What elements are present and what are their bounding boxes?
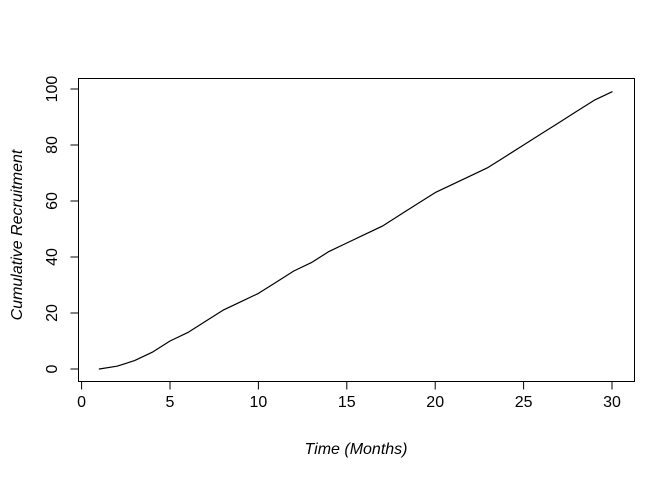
y-tick-label: 40 (44, 248, 61, 266)
y-tick-label: 0 (44, 364, 61, 373)
x-axis-title: Time (Months) (304, 441, 408, 458)
y-tick-label: 80 (44, 136, 61, 154)
y-axis-title: Cumulative Recruitment (9, 149, 26, 321)
x-tick-label: 30 (603, 394, 621, 411)
x-tick-label: 20 (426, 394, 444, 411)
x-tick-label: 0 (77, 394, 86, 411)
x-tick-label: 25 (515, 394, 533, 411)
x-tick-label: 15 (338, 394, 356, 411)
y-tick-label: 20 (44, 304, 61, 322)
x-tick-label: 5 (166, 394, 175, 411)
plot-box (78, 78, 635, 382)
y-tick-label: 60 (44, 192, 61, 210)
recruitment-line (98, 91, 613, 370)
x-tick-label: 10 (250, 394, 268, 411)
y-tick-label: 100 (44, 76, 61, 103)
